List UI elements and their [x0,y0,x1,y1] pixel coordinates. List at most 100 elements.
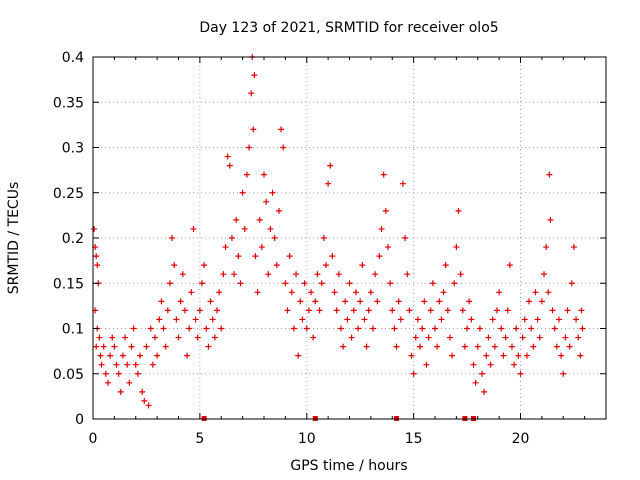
data-point [350,307,357,314]
data-point [466,298,473,305]
data-point [252,253,259,260]
data-point [295,352,302,359]
data-point [459,307,466,314]
data-point [235,253,242,260]
data-point [344,316,351,323]
data-point [286,253,293,260]
data-point [158,298,165,305]
data-point [348,334,355,341]
data-point [361,316,368,323]
data-point [389,307,396,314]
data-point [207,298,214,305]
x-axis-ticks: 0 5 10 15 20 [89,57,586,447]
data-point [267,225,274,232]
data-point [325,180,332,187]
data-point [273,262,280,269]
data-point [243,171,250,178]
data-point [213,307,220,314]
data-point [237,280,244,287]
data-point [312,298,319,305]
y-tick-label: 0.1 [62,322,84,338]
data-point [363,343,370,350]
data-point [218,325,225,332]
data-point [254,289,261,296]
data-point [93,253,100,260]
data-point [177,298,184,305]
data-point [538,298,545,305]
data-point [370,325,377,332]
data-point [380,171,387,178]
data-point [139,388,146,395]
data-point [566,343,573,350]
data-point [251,72,258,79]
data-point [248,90,255,97]
data-point [303,325,310,332]
data-point [134,370,141,377]
data-point [404,271,411,278]
data-point [94,262,101,269]
x-tick-label: 20 [512,431,530,447]
x-axis-label: GPS time / hours [290,458,407,474]
data-point [491,343,498,350]
data-point [192,316,199,323]
data-point [543,244,550,251]
data-point [551,325,558,332]
data-point [246,144,253,151]
x-tick-label: 5 [195,431,204,447]
data-point [523,352,530,359]
data-point [226,162,233,169]
data-point [111,343,118,350]
data-point [446,334,453,341]
data-point [408,352,415,359]
data-point [384,244,391,251]
x-tick-label: 0 [89,431,98,447]
data-point [421,298,428,305]
data-point [117,388,124,395]
data-point [558,352,565,359]
data-point [271,235,278,241]
y-tick-label: 0.35 [53,95,84,111]
data-point [506,262,513,269]
data-point [451,280,458,287]
data-point [156,316,163,323]
data-point [515,352,522,359]
data-point [209,316,216,323]
chart-title: Day 123 of 2021, SRMTID for receiver olo… [199,20,498,36]
data-point [188,289,195,296]
data-point [553,343,560,350]
data-point [391,325,398,332]
data-point [275,207,282,214]
data-point [387,280,394,287]
data-point [194,334,201,341]
data-point [487,361,494,368]
data-point [205,343,212,350]
data-point [256,216,263,223]
data-point [258,244,265,251]
data-point [568,280,575,287]
data-point [455,207,462,214]
data-point [151,334,158,341]
data-point [265,271,272,278]
data-point [412,334,419,341]
data-point [476,325,483,332]
data-point [128,343,135,350]
y-axis-ticks: 0 0.05 0.1 0.15 0.2 0.25 0.3 0.35 0.4 [53,50,606,428]
data-point [474,343,481,350]
data-point [419,325,426,332]
data-point [414,316,421,323]
data-point [327,162,334,169]
data-point [137,352,144,359]
data-point [432,325,438,332]
data-point [508,343,515,350]
data-point [104,379,111,386]
data-point [504,307,511,314]
data-point [126,379,133,386]
data-point [468,316,475,323]
data-point [203,325,210,332]
data-point [314,271,321,278]
data-point [511,361,518,368]
data-point [143,343,150,350]
y-tick-label: 0.15 [53,276,84,292]
data-point [429,280,436,287]
